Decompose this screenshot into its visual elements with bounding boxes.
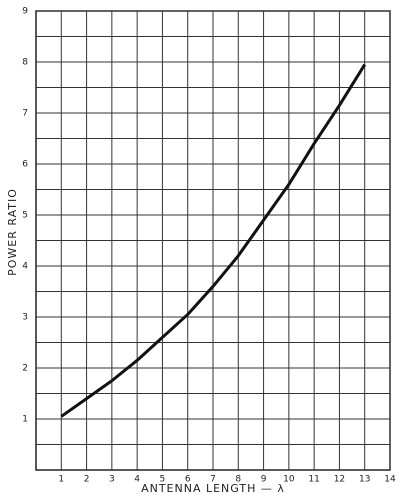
x-tick-label: 8: [235, 475, 241, 485]
y-tick-label: 1: [22, 415, 28, 425]
y-tick-label: 9: [22, 7, 28, 17]
x-tick-label: 5: [160, 475, 166, 485]
x-tick-label: 10: [283, 475, 295, 485]
x-tick-label: 7: [210, 475, 216, 485]
y-tick-label: 3: [22, 313, 28, 323]
y-tick-label: 4: [22, 262, 28, 272]
y-tick-label: 6: [22, 160, 28, 170]
y-axis-title: POWER RATIO: [6, 188, 19, 276]
x-tick-label: 1: [58, 475, 64, 485]
x-tick-label: 11: [308, 475, 319, 485]
y-tick-label: 7: [22, 109, 28, 119]
x-tick-label: 13: [359, 475, 370, 485]
x-tick-label: 14: [384, 475, 396, 485]
y-tick-label: 8: [22, 58, 28, 68]
y-tick-label: 2: [22, 364, 28, 374]
x-tick-label: 2: [84, 475, 90, 485]
x-tick-label: 4: [134, 475, 140, 485]
data-line: [60, 63, 366, 418]
x-tick-label: 3: [109, 475, 115, 485]
y-tick-label: 5: [22, 211, 28, 221]
x-tick-label: 9: [261, 475, 267, 485]
x-tick-label: 12: [334, 475, 345, 485]
x-axis-title: ANTENNA LENGTH — λ: [141, 482, 285, 494]
x-tick-label: 6: [185, 475, 191, 485]
